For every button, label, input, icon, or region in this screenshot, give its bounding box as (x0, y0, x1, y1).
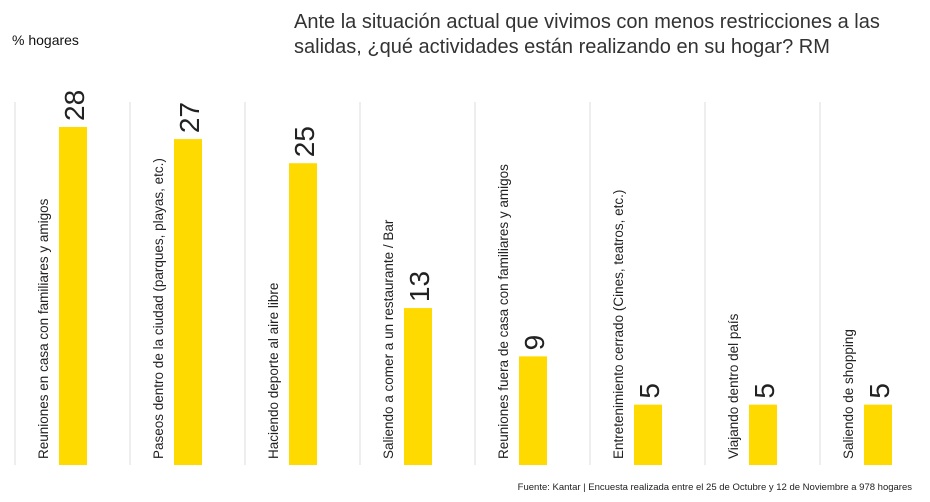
bar (749, 404, 777, 465)
category-label: Saliendo a comer a un restaurante / Bar (381, 219, 396, 459)
unit-label: % hogares (12, 32, 79, 48)
value-label: 25 (289, 126, 320, 157)
value-label: 5 (864, 383, 895, 399)
bar (289, 163, 317, 465)
source-note: Fuente: Kantar | Encuesta realizada entr… (517, 482, 912, 493)
value-label: 27 (174, 102, 205, 133)
category-label: Saliendo de shopping (841, 329, 856, 459)
bar (59, 127, 87, 465)
value-label: 9 (519, 335, 550, 351)
bar (519, 356, 547, 465)
category-label: Paseos dentro de la ciudad (parques, pla… (151, 158, 166, 459)
category-label: Reuniones fuera de casa con familiares y… (496, 164, 511, 459)
bar (404, 308, 432, 465)
bar (174, 139, 202, 466)
bar (634, 404, 662, 465)
chart-title: Ante la situación actual que vivimos con… (294, 11, 880, 58)
value-label: 5 (634, 383, 665, 399)
value-label: 13 (404, 271, 435, 302)
value-label: 5 (749, 383, 780, 399)
category-label: Viajando dentro del país (726, 313, 741, 459)
category-label: Haciendo deporte al aire libre (266, 283, 281, 459)
bar (864, 404, 892, 465)
category-label: Entretenimiento cerrado (Cines, teatros,… (611, 190, 626, 459)
value-label: 28 (59, 90, 90, 121)
category-label: Reuniones en casa con familiares y amigo… (36, 198, 51, 459)
